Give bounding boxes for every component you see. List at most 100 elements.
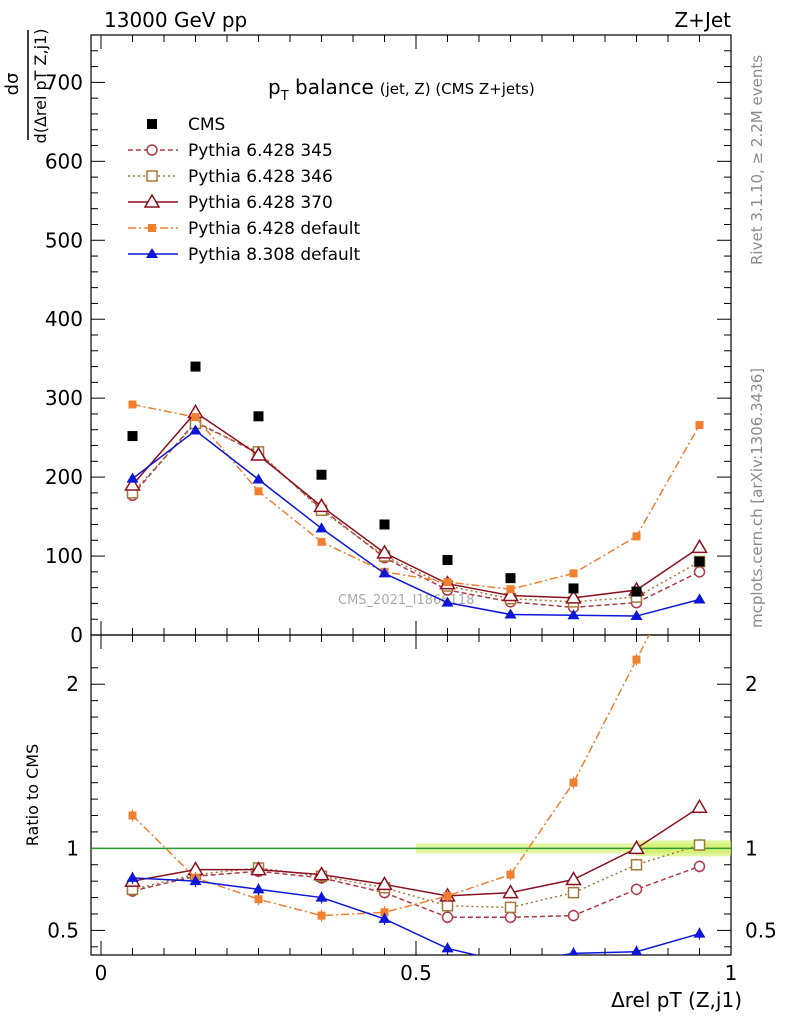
ratio-point-pythia-6-428-346 [693, 839, 706, 851]
ratio-point-pythia-8-308-default [630, 945, 643, 955]
point-pythia-8-308-default [693, 593, 706, 604]
y-tick-label-ratio-right: 1 [745, 836, 758, 860]
ratio-point-pythia-6-428-default [254, 895, 263, 904]
legend-marker-pythia-6-428-default [148, 224, 156, 232]
analysis-watermark: CMS_2021_I1866118 [338, 593, 474, 608]
y-tick-label-main: 300 [45, 386, 83, 410]
y-tick-label-main: 600 [45, 149, 83, 173]
ratio-point-pythia-6-428-370 [691, 798, 708, 814]
point-pythia-6-428-370 [124, 476, 141, 491]
point-pythia-6-428-default [128, 400, 137, 409]
cms-data-point [631, 586, 642, 597]
ratio-point-pythia-6-428-370 [376, 875, 393, 891]
ratio-point-pythia-6-428-346 [504, 901, 517, 914]
y-tick-label-ratio-right: 2 [745, 672, 758, 696]
ratio-point-pythia-6-428-370 [313, 866, 330, 881]
point-pythia-6-428-default [254, 487, 263, 496]
ratio-point-pythia-6-428-346 [567, 886, 580, 899]
series-line-pythia-6-428-345 [131, 420, 700, 609]
ratio-point-pythia-6-428-345 [567, 909, 580, 922]
x-axis-label: Δrel pT (Z,j1) [611, 988, 742, 1012]
legend-marker-pythia-8-308-default [146, 248, 158, 258]
point-pythia-8-308-default [315, 522, 328, 533]
point-pythia-6-428-default [443, 578, 452, 587]
point-pythia-8-308-default [441, 596, 454, 607]
x-tick-label: 0 [95, 961, 108, 985]
point-pythia-8-308-default [252, 473, 265, 484]
point-pythia-6-428-default [632, 532, 641, 541]
legend-label-pythia-6-428-370: Pythia 6.428 370 [188, 193, 333, 213]
ratio-point-pythia-6-428-default [632, 655, 641, 664]
y-tick-label-main: 400 [45, 307, 83, 331]
y-axis-label-main: dσ d(Δrel pT Z,j1) [2, 29, 50, 144]
svg-text:pT balance(jet, Z) (CMS Z+jets: pT balance (jet, Z) (CMS Z+jets) [268, 75, 535, 104]
y-label-denominator: d(Δrel pT Z,j1) [31, 29, 50, 144]
cms-data-point [127, 431, 138, 442]
main-series [124, 361, 708, 621]
point-pythia-6-428-default [695, 421, 704, 429]
y-axis-label-ratio: Ratio to CMS [23, 744, 42, 846]
ratio-point-pythia-8-308-default [505, 957, 517, 967]
ratio-line-pythia-6-428-370 [132, 806, 700, 897]
process-label: Z+Jet [674, 8, 731, 32]
cms-data-point [190, 361, 201, 372]
ratio-point-pythia-6-428-345 [693, 860, 706, 873]
legend-label-pythia-6-428-346: Pythia 6.428 346 [188, 167, 333, 187]
ratio-axes: 0.5 0.5 1 1 2 2 [47, 667, 777, 948]
x-tick-label: 0.5 [400, 961, 432, 985]
ratio-line-pythia-8-308-default [132, 877, 700, 955]
ratio-band [91, 840, 731, 857]
point-pythia-6-428-370 [502, 587, 519, 602]
ratio-point-pythia-6-428-default [443, 891, 452, 900]
ratio-point-pythia-6-428-370 [565, 871, 582, 886]
ratio-series [124, 635, 708, 967]
ratio-point-pythia-8-308-default [378, 912, 391, 923]
legend-label-cms: CMS [188, 115, 225, 135]
point-pythia-8-308-default [567, 609, 580, 620]
ratio-point-pythia-6-428-default [128, 811, 137, 820]
point-pythia-6-428-370 [313, 497, 330, 513]
point-pythia-8-308-default [189, 424, 202, 435]
main-axes: 0 100 200 300 400 500 600 700 0 0.5 1 [45, 35, 738, 985]
point-pythia-6-428-370 [565, 589, 582, 604]
point-pythia-6-428-370 [376, 544, 393, 559]
ratio-point-pythia-6-428-346 [630, 858, 643, 871]
legend-label-pythia-8-308-default: Pythia 8.308 default [188, 245, 361, 265]
ratio-point-pythia-8-308-default [568, 947, 579, 955]
cms-data-point [379, 519, 390, 530]
legend-label-pythia-6-428-345: Pythia 6.428 345 [188, 141, 333, 161]
ratio-point-pythia-6-428-345 [441, 911, 454, 924]
ratio-point-pythia-8-308-default [693, 927, 706, 938]
ratio-line-pythia-6-428-default [131, 635, 650, 917]
ratio-point-pythia-6-428-346 [441, 900, 454, 912]
ratio-point-pythia-6-428-default [380, 908, 389, 917]
ratio-point-pythia-8-308-default [126, 871, 139, 882]
x-tick-label: 1 [725, 961, 738, 985]
y-tick-label-main: 500 [45, 228, 83, 252]
ratio-point-pythia-6-428-default [317, 911, 326, 920]
y-label-numerator: dσ [2, 73, 23, 96]
plot-title: pT balance (jet, Z) (CMS Z+jets) [268, 75, 535, 104]
y-tick-label-main: 0 [70, 623, 83, 647]
point-pythia-6-428-default [506, 585, 515, 594]
legend-marker-pythia-6-428-370 [143, 193, 161, 208]
point-pythia-8-308-default [630, 610, 643, 621]
main-plot-frame [90, 34, 732, 636]
y-tick-label-ratio: 0.5 [47, 918, 79, 942]
energy-label: 13000 GeV pp [104, 8, 247, 32]
point-pythia-6-428-370 [250, 446, 267, 461]
y-tick-label-main: 100 [45, 544, 83, 568]
point-pythia-8-308-default [126, 472, 139, 483]
ratio-point-pythia-6-428-370 [250, 861, 267, 876]
legend-marker-pythia-6-428-346 [146, 170, 158, 182]
mcplots-label: mcplots.cern.ch [arXiv:1306.3436] [748, 368, 766, 628]
y-tick-label-main: 200 [45, 465, 83, 489]
point-pythia-6-428-370 [691, 538, 708, 554]
ratio-point-pythia-6-428-370 [628, 839, 645, 855]
series-line-pythia-8-308-default [132, 429, 700, 617]
ratio-point-pythia-6-428-345 [504, 911, 517, 924]
legend-marker-pythia-6-428-345 [146, 144, 158, 156]
ratio-point-pythia-8-308-default [315, 891, 328, 902]
cms-data-point [505, 573, 516, 584]
